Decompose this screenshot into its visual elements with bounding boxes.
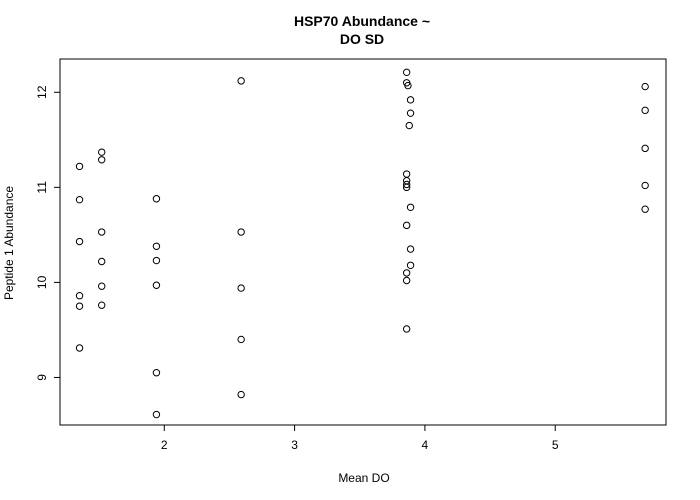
chart-title-line-1: HSP70 Abundance ~ (294, 13, 430, 29)
x-axis-label: Mean DO (338, 471, 389, 485)
data-point (75, 302, 84, 310)
data-point (641, 205, 649, 213)
data-point (98, 282, 106, 290)
data-point (406, 261, 415, 269)
data-point (152, 195, 161, 203)
data-point (641, 144, 649, 153)
data-point (98, 301, 106, 309)
y-axis-label: Peptide 1 Abundance (2, 186, 16, 300)
y-tick-label: 10 (35, 275, 49, 289)
data-point (98, 148, 106, 156)
data-point (75, 237, 84, 246)
data-point (402, 221, 411, 230)
x-tick-label: 4 (422, 438, 429, 452)
y-tick-label: 9 (35, 374, 49, 381)
data-point (237, 228, 245, 236)
x-tick-label: 3 (291, 438, 298, 452)
data-point (75, 292, 84, 300)
data-point (98, 257, 106, 266)
data-point (402, 276, 411, 285)
data-point (237, 77, 245, 85)
y-tick-label: 11 (35, 181, 49, 194)
data-point (75, 162, 84, 171)
data-points (75, 68, 649, 419)
y-tick-label: 12 (35, 85, 49, 99)
data-point (152, 242, 161, 250)
data-point (152, 369, 161, 377)
data-point (402, 325, 411, 333)
data-point (152, 281, 161, 289)
data-point (641, 181, 649, 190)
data-point (402, 170, 411, 178)
plot-frame (59, 58, 667, 426)
data-point (237, 284, 245, 292)
x-tick-label: 2 (161, 438, 168, 452)
data-point (405, 121, 413, 130)
data-point (237, 390, 245, 399)
data-point (152, 256, 161, 265)
data-point (404, 81, 412, 90)
data-point (98, 228, 106, 236)
data-point (402, 68, 411, 77)
data-point (75, 195, 84, 204)
x-axis: 2 3 4 5 (161, 425, 559, 452)
data-point (75, 344, 84, 352)
data-point (402, 183, 411, 192)
data-point (406, 109, 415, 117)
chart-title-line-2: DO SD (340, 31, 384, 47)
data-point (402, 180, 411, 189)
data-point (406, 203, 415, 212)
y-axis: 9 10 11 12 (35, 85, 60, 381)
data-point (98, 156, 106, 164)
data-point (406, 96, 415, 104)
data-point (406, 245, 415, 253)
data-point (152, 410, 161, 419)
data-point (641, 82, 649, 91)
data-point (641, 106, 649, 115)
data-point (237, 335, 245, 344)
x-tick-label: 5 (552, 438, 559, 452)
data-point (402, 269, 411, 277)
